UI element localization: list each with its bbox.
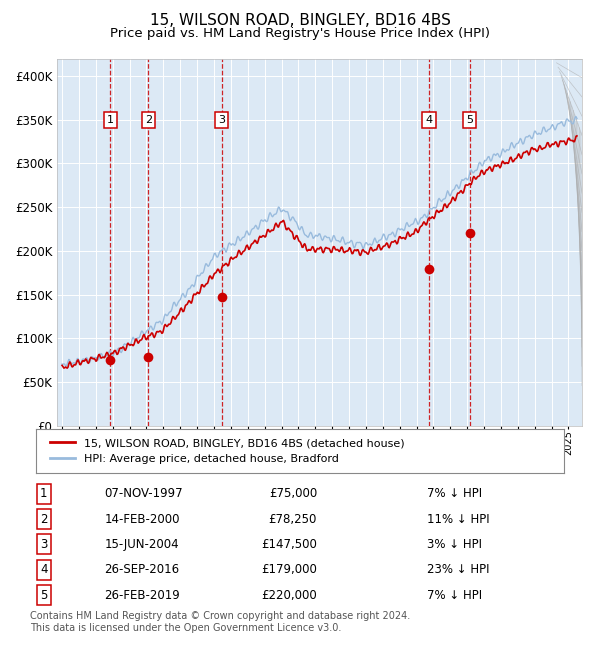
Text: 11% ↓ HPI: 11% ↓ HPI xyxy=(427,512,490,525)
Text: 7% ↓ HPI: 7% ↓ HPI xyxy=(427,589,482,602)
Text: 5: 5 xyxy=(40,589,47,602)
Text: 4: 4 xyxy=(425,114,433,125)
Text: 26-SEP-2016: 26-SEP-2016 xyxy=(104,563,179,577)
Text: 26-FEB-2019: 26-FEB-2019 xyxy=(104,589,180,602)
Text: 5: 5 xyxy=(466,114,473,125)
Text: 15, WILSON ROAD, BINGLEY, BD16 4BS: 15, WILSON ROAD, BINGLEY, BD16 4BS xyxy=(149,13,451,28)
Text: £75,000: £75,000 xyxy=(269,488,317,500)
Text: 2: 2 xyxy=(40,512,47,525)
Text: £78,250: £78,250 xyxy=(269,512,317,525)
Text: 15-JUN-2004: 15-JUN-2004 xyxy=(104,538,179,551)
Text: 1: 1 xyxy=(40,488,47,500)
Text: 3: 3 xyxy=(40,538,47,551)
Text: 3% ↓ HPI: 3% ↓ HPI xyxy=(427,538,482,551)
Text: 4: 4 xyxy=(40,563,47,577)
Text: Price paid vs. HM Land Registry's House Price Index (HPI): Price paid vs. HM Land Registry's House … xyxy=(110,27,490,40)
Text: £220,000: £220,000 xyxy=(261,589,317,602)
Text: £179,000: £179,000 xyxy=(261,563,317,577)
Text: 23% ↓ HPI: 23% ↓ HPI xyxy=(427,563,490,577)
Text: 07-NOV-1997: 07-NOV-1997 xyxy=(104,488,183,500)
Legend: 15, WILSON ROAD, BINGLEY, BD16 4BS (detached house), HPI: Average price, detache: 15, WILSON ROAD, BINGLEY, BD16 4BS (deta… xyxy=(47,435,407,467)
Text: £147,500: £147,500 xyxy=(261,538,317,551)
Text: Contains HM Land Registry data © Crown copyright and database right 2024.
This d: Contains HM Land Registry data © Crown c… xyxy=(30,611,410,632)
Text: 1: 1 xyxy=(107,114,113,125)
Text: 14-FEB-2000: 14-FEB-2000 xyxy=(104,512,180,525)
Text: 3: 3 xyxy=(218,114,225,125)
Text: 2: 2 xyxy=(145,114,152,125)
Text: 7% ↓ HPI: 7% ↓ HPI xyxy=(427,488,482,500)
